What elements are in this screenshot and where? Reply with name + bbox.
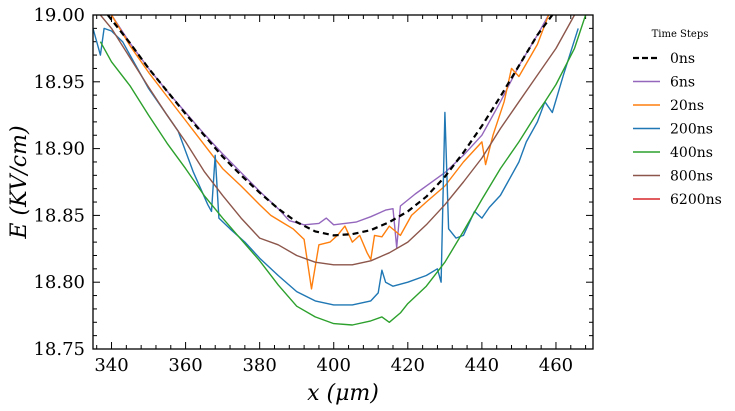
y-axis-title: E (KV/cm) (7, 125, 32, 239)
x-tick-label: 400 (317, 355, 351, 376)
legend-items: 0ns 6ns 20ns 200ns 400ns 800ns 6200ns (633, 51, 722, 208)
x-tick-label: 440 (465, 355, 499, 376)
y-tick-label: 19.00 (33, 5, 85, 26)
y-tick-label: 18.85 (33, 205, 85, 226)
y-tick-label: 18.75 (33, 339, 85, 360)
legend-label: 400ns (670, 145, 713, 161)
legend-title: Time Steps (652, 29, 709, 40)
legend-label: 0ns (670, 51, 695, 67)
x-tick-label: 460 (539, 355, 573, 376)
x-tick-label: 360 (168, 355, 202, 376)
x-tick-labels: 340 360 380 400 420 440 460 (94, 355, 573, 376)
legend: Time Steps 0ns 6ns 20ns 200ns 400ns 800ns 6200… (633, 29, 722, 208)
x-tick-label: 380 (242, 355, 276, 376)
legend-label: 800ns (670, 169, 713, 185)
legend-label: 6200ns (670, 192, 722, 208)
y-tick-label: 18.90 (33, 139, 85, 160)
series-line-800ns (99, 15, 576, 266)
legend-label: 6ns (670, 75, 695, 91)
x-tick-label: 340 (94, 355, 128, 376)
y-tick-labels: 18.75 18.80 18.85 18.90 18.95 19.00 (33, 5, 85, 360)
series-layer (93, 15, 587, 326)
series-line-20ns (110, 15, 550, 290)
x-tick-label: 420 (391, 355, 425, 376)
y-tick-label: 18.80 (33, 272, 85, 293)
series-line-0ns (106, 15, 554, 237)
plot-area-background (93, 15, 593, 349)
series-line-400ns (99, 15, 587, 326)
legend-label: 20ns (670, 98, 704, 114)
plot-frame (92, 14, 594, 350)
y-tick-label: 18.95 (33, 72, 85, 93)
x-axis-title: x (μm) (307, 381, 379, 406)
legend-label: 200ns (670, 122, 713, 138)
